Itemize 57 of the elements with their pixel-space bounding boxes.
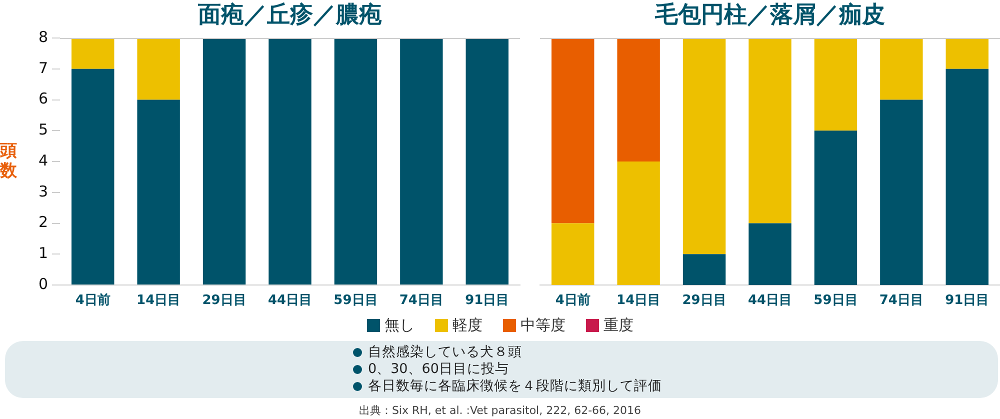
legend-label: 中等度 [520, 316, 566, 334]
x-tick-label: 44日目 [268, 293, 312, 308]
bar [748, 223, 792, 285]
x-tick-label: 14日目 [616, 293, 661, 308]
bar [268, 38, 312, 284]
legend-label: 無し [384, 316, 414, 334]
x-tick-label: 29日目 [682, 293, 726, 308]
y-tick-label: 1 [38, 244, 48, 262]
chart-title: 面疱／丘疹／膿疱 [197, 1, 383, 30]
bar [137, 100, 180, 284]
bar [400, 38, 443, 284]
y-tick-label: 5 [38, 120, 48, 139]
x-tick-label: 59日目 [334, 293, 378, 308]
bar [880, 100, 923, 285]
x-tick-label: 74日目 [399, 293, 444, 308]
bar [682, 254, 726, 285]
text: 各日数毎に各臨床徴候を４段階に類別して評価 [368, 378, 662, 395]
bar [814, 130, 858, 285]
x-tick-label: 59日目 [814, 293, 858, 308]
y-tick-label: 0 [38, 274, 48, 293]
y-tick-label: 7 [38, 58, 48, 77]
bar [748, 38, 792, 224]
y-tick-label: 4 [38, 151, 48, 170]
bar [880, 38, 923, 100]
text: 自然感染している犬８頭 [368, 344, 522, 361]
x-tick-label: 44日目 [748, 293, 792, 308]
bar [72, 68, 114, 284]
legend-label: 軽度 [452, 316, 482, 334]
bar [466, 38, 508, 284]
x-tick-label: 4日前 [555, 293, 590, 308]
bar [617, 162, 660, 285]
chart-title: 毛包円柱／落屑／痂皮 [654, 1, 886, 30]
bar [946, 38, 988, 69]
bar [137, 38, 180, 100]
x-tick-label: 91日目 [945, 293, 990, 308]
bar [202, 38, 246, 284]
x-tick-label: 14日目 [136, 293, 181, 308]
legend-label: 重度 [604, 316, 634, 334]
bar [552, 223, 594, 285]
y-tick-label: 2 [38, 213, 48, 232]
bar [946, 68, 988, 285]
y-tick-label: 8 [38, 28, 48, 46]
y-axis-title: 頭数 [0, 141, 18, 181]
bar [617, 38, 660, 162]
x-tick-label: 74日目 [879, 293, 924, 308]
bar [552, 38, 594, 224]
bar [682, 38, 726, 254]
bar [814, 38, 858, 131]
bar [334, 38, 378, 284]
source-note: 出典：Six RH, et al. :Vet parasitol, 222, 62-66, 2016 [358, 403, 642, 418]
bar [72, 38, 114, 69]
text: 0、30、60日目に投与 [368, 361, 509, 378]
x-tick-label: 4日前 [75, 293, 110, 308]
x-tick-label: 29日目 [202, 293, 246, 308]
x-tick-label: 91日目 [465, 293, 510, 308]
y-tick-label: 3 [38, 182, 48, 200]
y-tick-label: 6 [38, 90, 48, 108]
